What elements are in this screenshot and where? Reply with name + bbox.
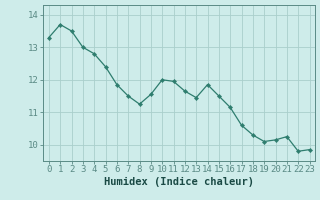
X-axis label: Humidex (Indice chaleur): Humidex (Indice chaleur) <box>104 177 254 187</box>
